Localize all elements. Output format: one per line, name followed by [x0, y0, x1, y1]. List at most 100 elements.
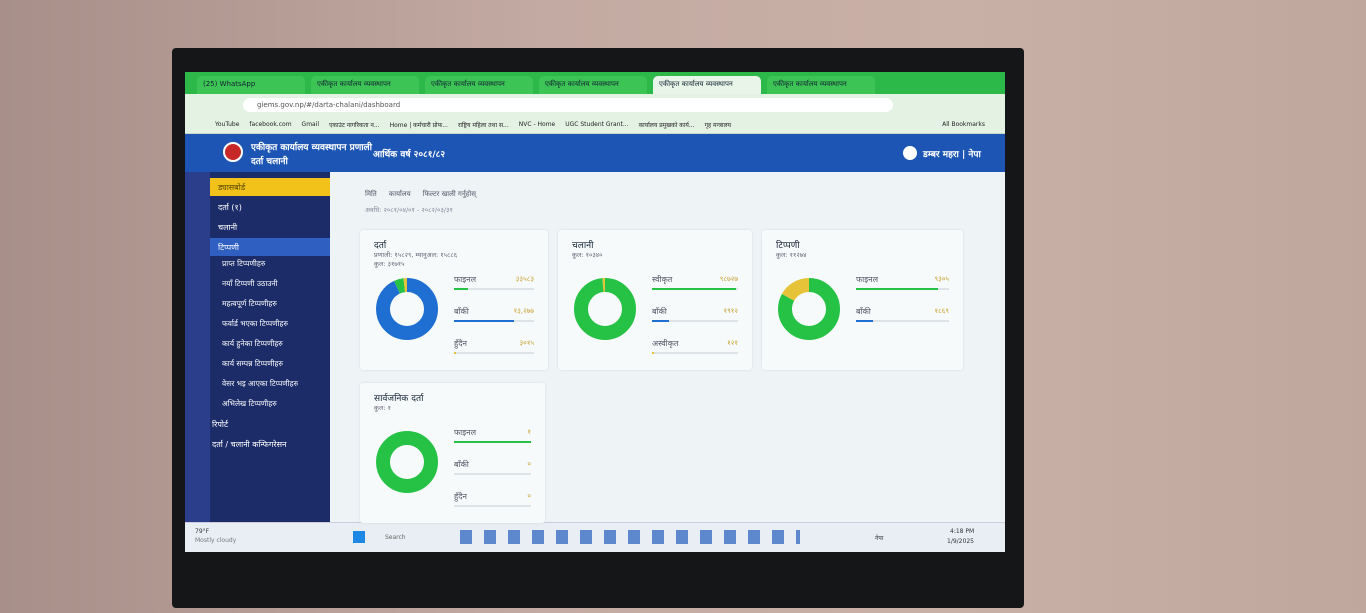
- donut-segment: [376, 431, 438, 493]
- bookmark[interactable]: एकाउंट नागरिकता न...: [329, 121, 380, 129]
- bookmark[interactable]: कार्यालय प्रमुखको कार्य...: [638, 121, 695, 129]
- sidebar-sub-item[interactable]: कार्य सम्पन्न टिप्पणीहरु: [222, 359, 283, 368]
- bookmark[interactable]: UGC Student Grant...: [565, 121, 629, 128]
- row-value: १२१: [727, 339, 738, 347]
- filter[interactable]: फिल्टर खाली गर्नुहोस्: [422, 190, 476, 198]
- progress-track: [856, 288, 949, 290]
- sidebar: ड्यासबोर्ड दर्ता (१) चलानी टिप्पणी प्राप्त ट…: [210, 172, 330, 522]
- donut: [376, 431, 438, 493]
- search[interactable]: Search: [385, 534, 406, 541]
- card-title: टिप्पणी: [776, 241, 800, 251]
- url[interactable]: giems.gov.np/#/darta-chalani/dashboard: [243, 98, 893, 112]
- donut-segment: [376, 278, 438, 340]
- bookmarks-bar: YouTube facebook.com Gmail एकाउंट नागरिकता …: [185, 116, 1005, 134]
- bookmark[interactable]: NVC - Home: [518, 121, 556, 128]
- icon-strip: [185, 172, 210, 522]
- bookmark[interactable]: गृह मन्त्रालय: [704, 121, 732, 129]
- bookmark[interactable]: Home | कर्मचारी प्रोफ...: [389, 121, 448, 129]
- sidebar-item[interactable]: चलानी: [218, 223, 238, 232]
- progress-track: [454, 352, 534, 354]
- sidebar-item[interactable]: ड्यासबोर्ड: [210, 178, 330, 196]
- progress-fill: [652, 352, 654, 354]
- progress-track: [652, 288, 738, 290]
- app-title: एकीकृत कार्यालय व्यवस्थापन प्रणाली: [251, 143, 372, 153]
- row-label: बाँकी: [454, 460, 469, 469]
- donut-segment: [778, 278, 840, 340]
- sidebar-sub-item[interactable]: कार्य हुनेका टिप्पणीहरु: [222, 339, 283, 348]
- row-value: ९८७२७: [719, 275, 738, 283]
- user[interactable]: डम्बर महरा | नेपा: [923, 150, 981, 160]
- sidebar-item[interactable]: दर्ता (१): [218, 203, 242, 212]
- avatar: [903, 146, 917, 160]
- progress-fill: [454, 320, 514, 322]
- tab[interactable]: एकीकृत कार्यालय व्यवस्थापन: [653, 76, 761, 94]
- sidebar-sub-item[interactable]: वेसर भइ आएका टिप्पणीहरु: [222, 379, 299, 388]
- sidebar-sub-item[interactable]: नयाँ टिप्पणी उठाउनी: [222, 279, 278, 288]
- fiscal-year[interactable]: आर्थिक वर्ष २०८१/८२: [373, 150, 446, 160]
- bookmark[interactable]: YouTube: [215, 121, 240, 128]
- progress-fill: [454, 441, 531, 443]
- time: 4:18 PM: [950, 528, 975, 535]
- row-label: फाइनल: [454, 428, 477, 437]
- sidebar-sub-item[interactable]: महत्वपूर्ण टिप्पणीहरु: [222, 299, 277, 308]
- date: 1/9/2025: [947, 538, 974, 545]
- row-value: १३,२७७: [513, 307, 534, 315]
- row-value: १८६९: [934, 307, 949, 315]
- card: दर्ता प्रणाली: १५८२९, म्यानुअल: १५८८६ कुल:…: [360, 230, 548, 370]
- progress-track: [454, 505, 531, 507]
- donut: [778, 278, 840, 340]
- row-label: बाँकी: [856, 307, 871, 316]
- bookmark[interactable]: facebook.com: [249, 121, 292, 128]
- donut-segment: [574, 278, 636, 340]
- card-title: चलानी: [572, 241, 594, 251]
- progress-track: [652, 320, 738, 322]
- tab[interactable]: एकीकृत कार्यालय व्यवस्थापन: [767, 76, 875, 94]
- weather: 79°F: [195, 528, 210, 535]
- progress-fill: [652, 288, 737, 290]
- tab[interactable]: एकीकृत कार्यालय व्यवस्थापन: [425, 76, 533, 94]
- donut: [574, 278, 636, 340]
- tab[interactable]: (25) WhatsApp: [197, 76, 305, 94]
- sidebar-item[interactable]: रिपोर्ट: [212, 420, 228, 429]
- address-bar: giems.gov.np/#/darta-chalani/dashboard: [185, 94, 1005, 116]
- taskbar: 79°F Mostly cloudy Search नेपा 4:18 PM 1…: [185, 522, 1005, 552]
- row-label: हुँदैन: [454, 339, 467, 348]
- progress-track: [454, 320, 534, 322]
- bookmark[interactable]: Gmail: [301, 121, 320, 128]
- card: सार्वजनिक दर्ता कुल: १ फाइनल १ बाँकी ० हुँदैन ०: [360, 383, 545, 523]
- tab[interactable]: एकीकृत कार्यालय व्यवस्थापन: [539, 76, 647, 94]
- sidebar-sub-item[interactable]: फर्वार्ड भएका टिप्पणीहरु: [222, 319, 288, 328]
- progress-fill: [454, 352, 456, 354]
- row-value: ०: [527, 492, 531, 500]
- filter[interactable]: मिति: [365, 190, 377, 198]
- row-label: अस्वीकृत: [652, 339, 679, 348]
- row-label: बाँकी: [652, 307, 667, 316]
- screen: (25) WhatsApp एकीकृत कार्यालय व्यवस्थापन ए…: [185, 72, 1005, 552]
- bookmark[interactable]: All Bookmarks: [942, 121, 985, 128]
- row-label: हुँदैन: [454, 492, 467, 501]
- row-label: बाँकी: [454, 307, 469, 316]
- progress-track: [652, 352, 738, 354]
- period: अवधि: २०८१/०४/०१ - २०८२/०३/३१: [365, 206, 453, 214]
- card-subtitle: कुल: १: [374, 404, 392, 412]
- progress-track: [454, 441, 531, 443]
- filter[interactable]: कार्यालय: [388, 190, 411, 198]
- row-value: ९३०५: [934, 275, 949, 283]
- donut-segment: [376, 278, 438, 340]
- sidebar-item[interactable]: दर्ता / चलानी कन्फिगरेसन: [212, 440, 287, 449]
- tab[interactable]: एकीकृत कार्यालय व्यवस्थापन: [311, 76, 419, 94]
- app-subtitle: दर्ता चलानी: [251, 157, 288, 167]
- card-title: सार्वजनिक दर्ता: [374, 394, 424, 404]
- row-value: ०: [527, 460, 531, 468]
- card-subtitle: प्रणाली: १५८२९, म्यानुअल: १५८८६: [374, 251, 458, 259]
- row-value: १९१२: [723, 307, 738, 315]
- start-button[interactable]: [353, 531, 365, 543]
- app-header: एकीकृत कार्यालय व्यवस्थापन प्रणाली दर्ता…: [185, 134, 1005, 172]
- sidebar-sub-item[interactable]: अभिलेख टिप्पणीहरु: [222, 399, 277, 408]
- sidebar-item[interactable]: टिप्पणी: [210, 238, 330, 256]
- taskbar-apps[interactable]: [460, 530, 800, 544]
- progress-track: [454, 473, 531, 475]
- sidebar-sub-item[interactable]: प्राप्त टिप्पणीहरु: [222, 259, 266, 268]
- card-subtitle: कुल: ११२७४: [776, 251, 807, 259]
- bookmark[interactable]: राष्ट्रिय महिला तथा स...: [457, 121, 509, 129]
